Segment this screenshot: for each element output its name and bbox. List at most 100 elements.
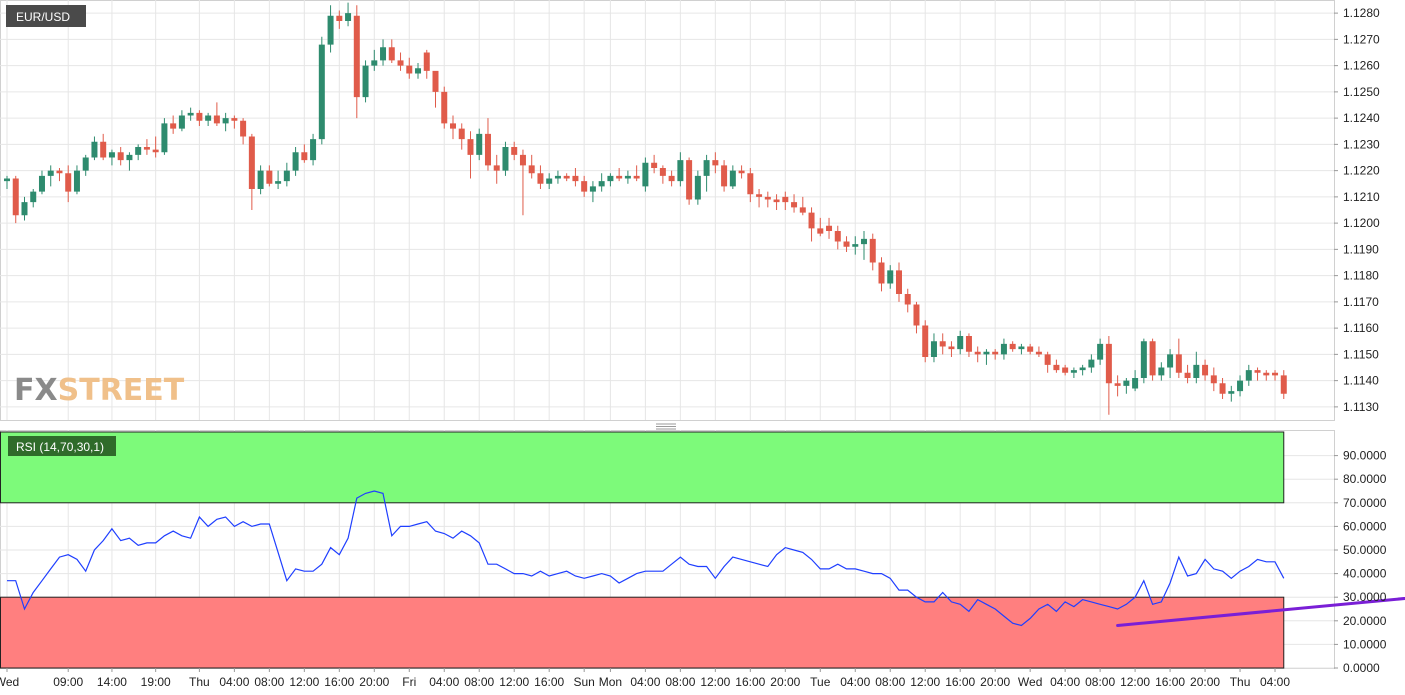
x-tick-label: 16:00 — [735, 675, 765, 689]
candle — [1123, 378, 1130, 394]
candle — [467, 131, 474, 179]
candle-body — [537, 173, 544, 184]
candle-body — [397, 60, 404, 66]
candle-body — [642, 162, 649, 187]
candle-body — [117, 152, 124, 161]
candle — [170, 115, 177, 134]
price-tick-label: 1.1210 — [1343, 190, 1380, 204]
candle — [957, 330, 964, 355]
rsi-tick-label: 0.0000 — [1343, 661, 1380, 675]
candle — [1272, 370, 1279, 381]
price-tick-label: 1.1190 — [1343, 242, 1379, 256]
candle — [240, 118, 247, 145]
x-tick-label: 20:00 — [359, 675, 389, 689]
candle-body — [1035, 351, 1042, 355]
candle-body — [965, 336, 972, 352]
candle-body — [345, 13, 352, 21]
candle — [65, 165, 72, 203]
x-tick-label: 20:00 — [1190, 675, 1220, 689]
candle — [668, 170, 675, 187]
candle — [791, 194, 798, 213]
candle — [1140, 338, 1147, 384]
candle — [808, 207, 815, 242]
x-tick-label: 04:00 — [1050, 675, 1080, 689]
price-tick-label: 1.1130 — [1343, 400, 1379, 414]
candle — [476, 128, 483, 161]
candle — [100, 133, 107, 161]
candle-body — [948, 346, 955, 350]
candle-body — [834, 231, 841, 242]
rsi-trendline — [1116, 596, 1405, 628]
candle — [484, 118, 491, 171]
candle-body — [205, 115, 212, 121]
rsi-badge[interactable]: RSI (14,70,30,1) — [5, 436, 116, 456]
candle-body — [1193, 364, 1200, 378]
candle-body — [275, 181, 282, 184]
rsi-tick-label: 90.0000 — [1343, 449, 1387, 463]
watermark-street: STREET — [58, 373, 185, 408]
candle-body — [992, 351, 999, 355]
x-tick-label: 12:00 — [289, 675, 319, 689]
candle — [1280, 370, 1287, 399]
candle-body — [799, 207, 806, 213]
candle-body — [957, 336, 964, 350]
candle — [1263, 370, 1270, 381]
candle — [1044, 351, 1051, 373]
x-tick-label: Mon — [599, 675, 622, 689]
candle-body — [1114, 383, 1121, 386]
pane-resize-handle[interactable] — [656, 423, 676, 430]
candle — [773, 194, 780, 210]
candle-body — [826, 225, 833, 231]
candle-body — [327, 15, 334, 45]
x-tick-label: Thu — [189, 675, 210, 689]
candle — [1202, 359, 1209, 381]
price-tick-label: 1.1180 — [1343, 269, 1379, 283]
candle-body — [546, 178, 553, 184]
price-tick-label: 1.1200 — [1343, 216, 1380, 230]
candle-body — [659, 168, 666, 176]
candle-body — [1018, 346, 1025, 350]
candle-body — [108, 152, 115, 158]
x-tick-label: 08:00 — [1085, 675, 1115, 689]
candle-body — [301, 152, 308, 161]
candle-body — [476, 133, 483, 155]
candle — [275, 170, 282, 189]
candle — [616, 168, 623, 182]
x-tick-label: 16:00 — [1155, 675, 1185, 689]
candle-body — [467, 139, 474, 155]
x-tick-label: 16:00 — [534, 675, 564, 689]
candle-body — [493, 165, 500, 171]
candle — [974, 346, 981, 363]
candle — [108, 149, 115, 166]
candle — [852, 236, 859, 255]
candle-body — [441, 91, 448, 124]
x-tick-label: 08:00 — [254, 675, 284, 689]
candle-body — [703, 160, 710, 176]
candle-body — [1210, 375, 1217, 384]
candle — [292, 147, 299, 176]
candle-body — [65, 173, 72, 192]
candle — [1114, 375, 1121, 397]
candle-body — [257, 170, 264, 189]
rsi-tick-label: 70.0000 — [1343, 496, 1387, 510]
candle — [869, 233, 876, 271]
candle — [738, 165, 745, 179]
candle — [21, 196, 28, 221]
candle — [327, 5, 334, 53]
rsi-tick-label: 60.0000 — [1343, 519, 1387, 533]
candle-body — [887, 270, 894, 284]
candle-body — [756, 194, 763, 197]
candle — [345, 2, 352, 27]
symbol-badge[interactable]: EUR/USD — [6, 5, 86, 27]
candle — [799, 196, 806, 216]
x-tick-label: 08:00 — [875, 675, 905, 689]
candle — [318, 36, 325, 145]
candle-body — [187, 112, 194, 116]
candle-body — [1027, 346, 1034, 352]
candle — [4, 175, 10, 189]
x-tick-label: 04:00 — [1260, 675, 1290, 689]
candle-body — [589, 186, 596, 192]
candle — [992, 349, 999, 360]
candle — [904, 288, 911, 313]
